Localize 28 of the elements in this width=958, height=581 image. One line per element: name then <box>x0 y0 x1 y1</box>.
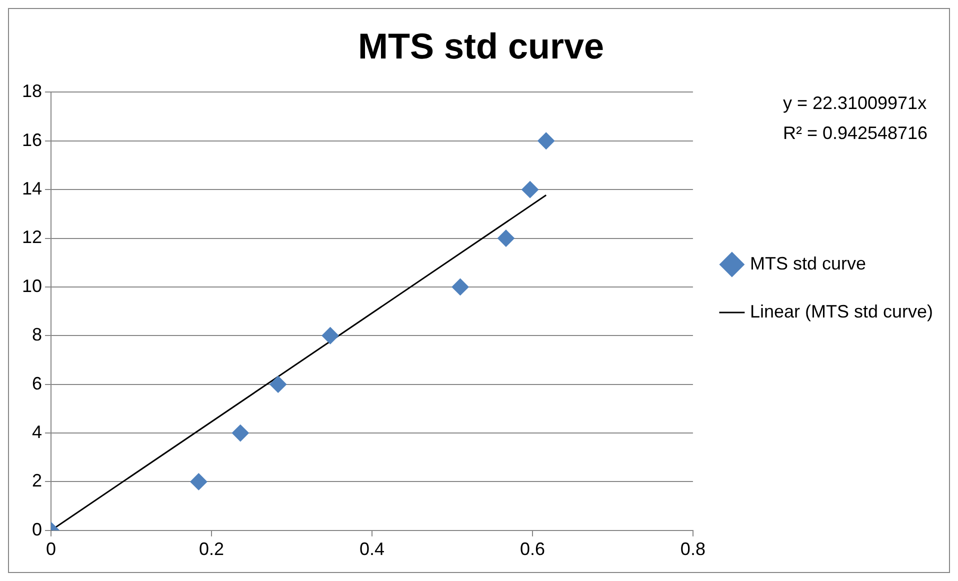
x-tick-label: 0.4 <box>359 539 384 560</box>
point <box>322 327 339 344</box>
y-tick-label: 8 <box>32 324 42 345</box>
point <box>452 278 469 296</box>
text: y = 22.31009971x <box>782 93 927 114</box>
x-tick-label: 0.2 <box>198 539 224 560</box>
legend-label: MTS std curve <box>750 253 866 274</box>
point <box>232 424 249 442</box>
x-tick-label: 0 <box>46 539 56 560</box>
x-tick-label: 0.6 <box>520 539 545 560</box>
chart-title: MTS std curve <box>358 26 604 67</box>
y-tick-label: 12 <box>22 227 42 248</box>
y-tick-label: 6 <box>32 373 42 394</box>
legend-label: Linear (MTS std curve) <box>750 301 934 322</box>
point <box>270 376 287 393</box>
y-tick-label: 14 <box>22 178 42 199</box>
x-tick-label: 0.8 <box>680 539 706 560</box>
y-tick-label: 18 <box>22 81 42 102</box>
y-tick-label: 16 <box>22 130 42 150</box>
point <box>190 473 208 490</box>
y-tick-label: 10 <box>22 276 42 296</box>
y-tick-label: 0 <box>32 519 42 540</box>
point <box>497 230 514 247</box>
text: R² = 0.942548716 <box>782 123 928 144</box>
point <box>522 181 539 198</box>
y-tick-label: 2 <box>32 470 42 491</box>
y-tick-label: 4 <box>32 422 42 442</box>
point <box>538 132 555 150</box>
